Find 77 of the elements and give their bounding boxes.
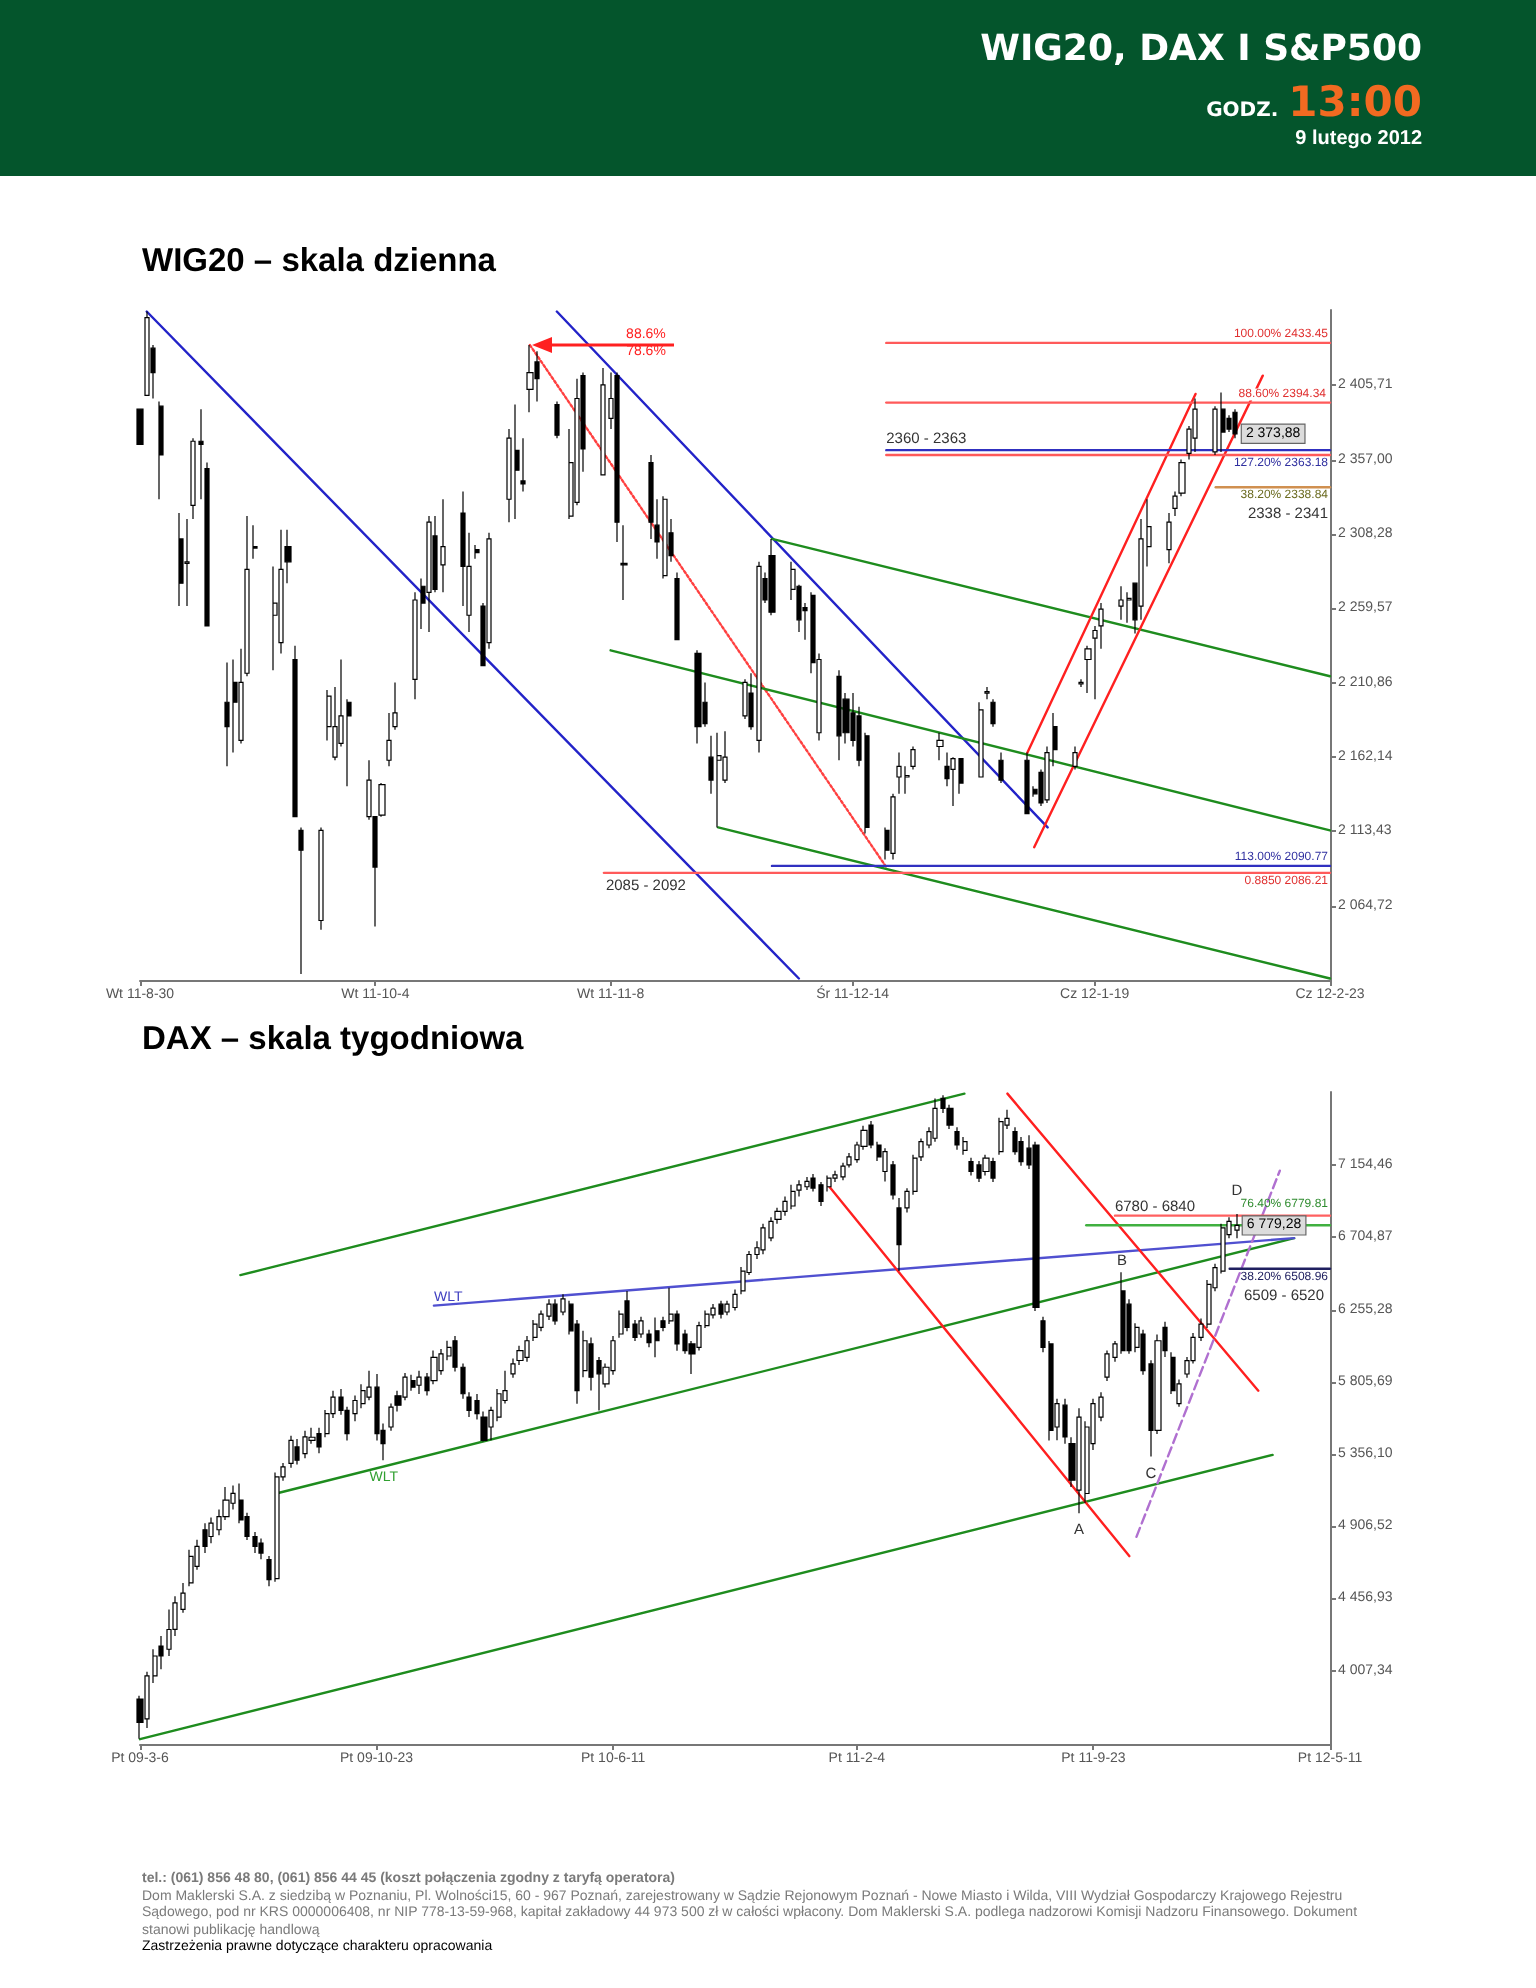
candlestick xyxy=(998,1117,1004,1156)
candlestick xyxy=(718,1300,724,1320)
candlestick xyxy=(910,745,916,770)
candlestick xyxy=(426,515,432,633)
candlestick xyxy=(224,661,230,767)
candlestick xyxy=(1076,1407,1082,1514)
candlestick xyxy=(716,732,722,828)
chart-title: DAX – skala tygodniowa xyxy=(142,1021,526,1057)
candlestick xyxy=(1072,745,1078,770)
text: WIG20, DAX I S&P500 xyxy=(980,28,1422,70)
candlestick xyxy=(990,1157,996,1183)
candlestick xyxy=(144,310,150,397)
candlestick xyxy=(136,408,144,445)
candlestick xyxy=(768,538,776,616)
candlestick xyxy=(474,544,480,560)
candlestick xyxy=(982,1154,990,1177)
candlestick xyxy=(600,367,606,476)
candlestick xyxy=(694,649,702,745)
candlestick xyxy=(252,524,258,560)
candlestick xyxy=(732,1288,738,1311)
candlestick xyxy=(288,1435,294,1469)
candlestick xyxy=(302,1430,308,1459)
candlestick xyxy=(620,524,628,601)
candlestick xyxy=(710,1303,716,1320)
candlestick xyxy=(1166,512,1172,564)
candlestick xyxy=(552,1298,558,1326)
candlestick xyxy=(1192,397,1198,453)
candlestick xyxy=(1032,1141,1040,1312)
candlestick xyxy=(936,732,944,761)
candlestick xyxy=(756,561,762,754)
candlestick xyxy=(554,400,560,439)
candlestick xyxy=(158,400,164,500)
candlestick xyxy=(410,1374,416,1392)
candlestick xyxy=(662,495,668,580)
candlestick xyxy=(990,698,996,728)
candlestick xyxy=(804,1176,810,1191)
candlestick xyxy=(1024,752,1030,815)
candlestick xyxy=(674,571,680,641)
candlestick xyxy=(836,669,842,761)
candlestick xyxy=(1234,1213,1240,1239)
candlestick xyxy=(890,793,896,861)
candlestick xyxy=(1120,1271,1126,1355)
candlestick xyxy=(292,645,298,818)
candlestick xyxy=(440,498,446,593)
candlestick xyxy=(654,1316,660,1358)
candlestick xyxy=(178,512,184,607)
candlestick xyxy=(638,1316,644,1339)
candlestick xyxy=(1104,1349,1110,1382)
candlestick xyxy=(416,1370,422,1395)
text: 13:00 xyxy=(1288,78,1422,126)
candlestick xyxy=(896,752,902,795)
candlestick xyxy=(258,1537,264,1560)
candlestick xyxy=(790,1184,796,1210)
candlestick xyxy=(184,518,190,607)
candlestick xyxy=(976,1160,982,1183)
candlestick xyxy=(984,686,990,700)
candlestick xyxy=(950,756,956,807)
candlestick xyxy=(298,826,304,975)
candlestick xyxy=(760,1223,766,1255)
candlestick xyxy=(1220,391,1226,453)
candlestick xyxy=(438,1348,444,1376)
chart-title: WIG20 – skala dzienna xyxy=(142,243,498,279)
text: GODZ. xyxy=(1206,100,1279,122)
candlestick xyxy=(1232,408,1238,439)
candlestick xyxy=(978,701,984,778)
candlestick xyxy=(818,1181,824,1207)
candlestick xyxy=(294,1438,300,1466)
text: 9 lutego 2012 xyxy=(1295,128,1422,150)
candlestick xyxy=(968,1157,974,1177)
candlestick xyxy=(318,826,324,931)
candlestick xyxy=(514,404,520,520)
candlestick xyxy=(1118,585,1124,621)
candlestick xyxy=(932,1097,938,1143)
candlestick xyxy=(614,371,620,543)
candlestick xyxy=(526,344,534,413)
candlestick xyxy=(954,1126,960,1151)
candlestick xyxy=(998,752,1004,784)
